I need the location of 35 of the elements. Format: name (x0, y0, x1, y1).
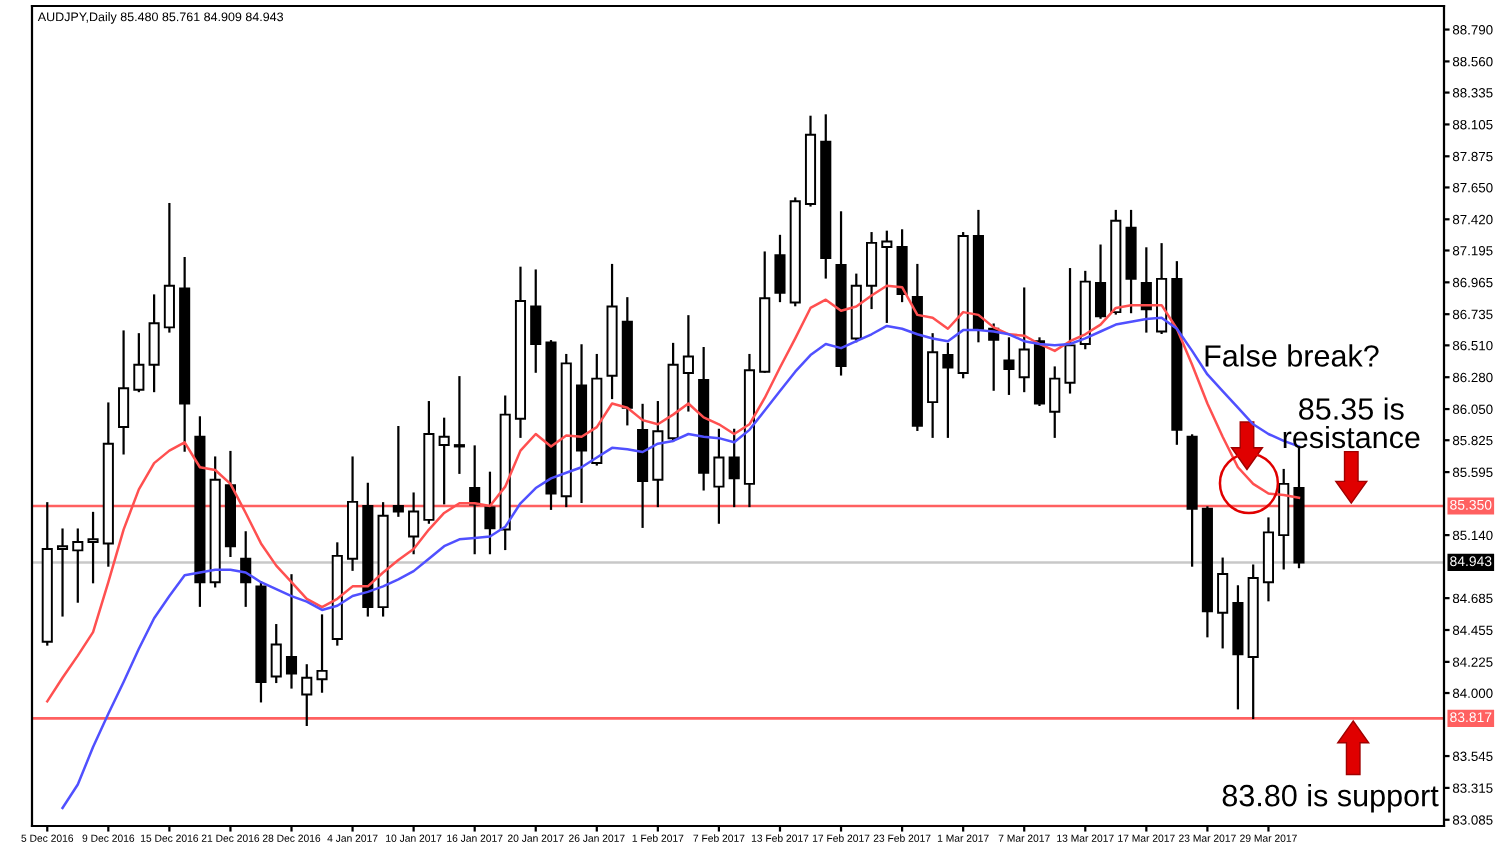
candlestick (285, 574, 298, 689)
candlestick (881, 230, 893, 323)
candlestick (728, 428, 740, 508)
candlestick (1140, 247, 1152, 333)
candlestick (1217, 557, 1229, 649)
candlestick (453, 376, 465, 474)
candlestick (1049, 366, 1061, 438)
candlestick (56, 528, 69, 617)
candlestick (896, 229, 908, 303)
annotation: 83.80 is support (1222, 784, 1439, 813)
candlestick (438, 417, 450, 505)
candlestick (530, 269, 542, 373)
candlestick (1094, 244, 1107, 319)
candlestick (774, 234, 786, 303)
candlestick (942, 342, 954, 438)
candlestick (408, 492, 420, 555)
candlestick (1003, 337, 1015, 395)
candlestick (1064, 268, 1076, 394)
candlestick (682, 315, 694, 412)
candlestick (1018, 287, 1030, 393)
candlestick (270, 624, 282, 684)
candlestick (316, 614, 328, 693)
candlestick (118, 330, 130, 455)
candlestick (301, 664, 313, 726)
annotation: False break? (1205, 344, 1379, 367)
candlestick (148, 294, 160, 393)
candlestick (72, 528, 84, 603)
candlestick (392, 425, 404, 517)
annotation: 85.35 is resistance (1283, 397, 1420, 449)
candlestick (713, 428, 725, 524)
candlestick (163, 202, 175, 333)
candlestick (87, 511, 99, 584)
candlestick (866, 232, 878, 310)
candlestick (484, 471, 496, 555)
candlestick (133, 333, 145, 393)
